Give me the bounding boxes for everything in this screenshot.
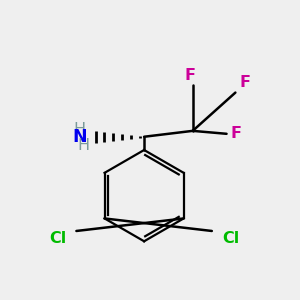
Text: Cl: Cl bbox=[222, 231, 239, 246]
Text: H: H bbox=[73, 122, 85, 137]
Text: F: F bbox=[231, 126, 242, 141]
Text: F: F bbox=[240, 75, 251, 90]
Text: N: N bbox=[72, 128, 87, 146]
Text: H: H bbox=[77, 138, 90, 153]
Text: Cl: Cl bbox=[49, 231, 66, 246]
Text: F: F bbox=[184, 68, 195, 83]
